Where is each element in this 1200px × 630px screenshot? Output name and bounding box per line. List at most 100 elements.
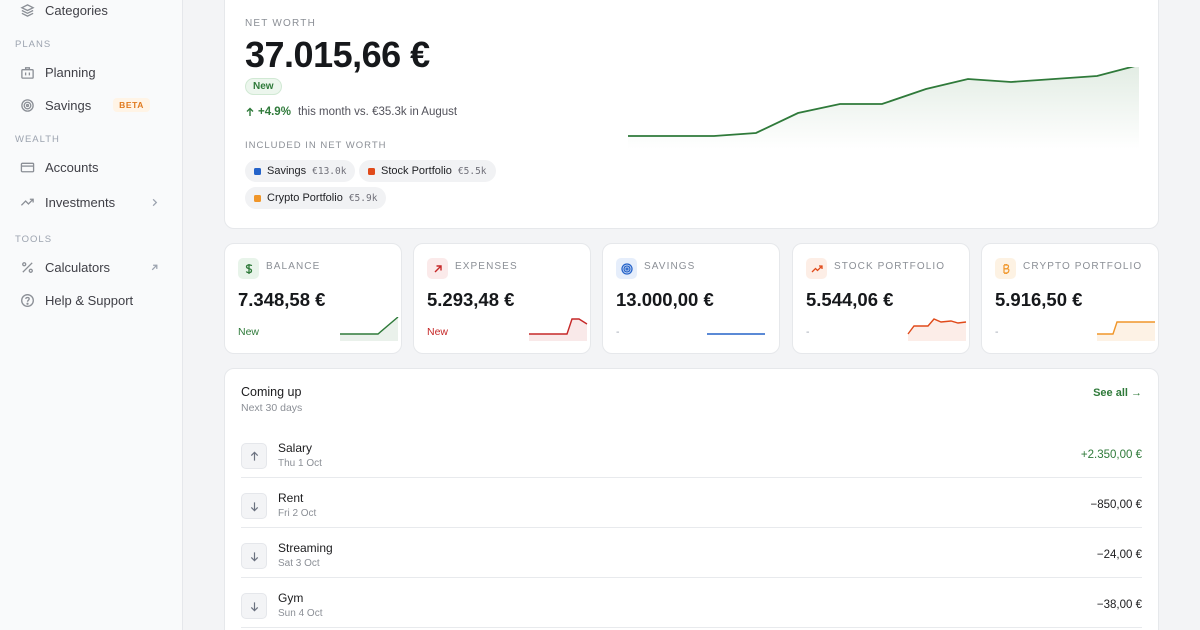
- sidebar-item-planning[interactable]: Planning: [12, 59, 170, 85]
- balance-sparkline: [340, 317, 399, 341]
- chip-stock-portfolio[interactable]: Stock Portfolio €5.5k: [359, 160, 496, 182]
- change-percent-value: +4.9%: [258, 106, 291, 118]
- arrow-up-icon: [241, 443, 267, 469]
- sidebar-item-label: Savings: [45, 97, 92, 113]
- divider: [241, 477, 1142, 478]
- expenses-sparkline: [529, 318, 588, 341]
- color-swatch: [368, 167, 375, 175]
- divider: [241, 627, 1142, 628]
- arrow-down-icon: [241, 543, 267, 569]
- item-name: Salary: [278, 441, 313, 455]
- stat-note: New: [238, 326, 260, 338]
- chip-amount: €5.9k: [348, 192, 378, 204]
- chevron-right-icon[interactable]: [149, 197, 160, 208]
- item-date: Sun 4 Oct: [278, 608, 323, 619]
- list-item[interactable]: Streaming Sat 3 Oct −24,00 €: [241, 539, 1142, 589]
- sidebar-item-label: Planning: [45, 64, 96, 80]
- sidebar-item-categories[interactable]: Categories: [12, 0, 170, 23]
- stat-label: EXPENSES: [455, 261, 518, 272]
- stat-label: CRYPTO PORTFOLIO: [1023, 261, 1143, 272]
- item-name: Streaming: [278, 541, 333, 555]
- list-item[interactable]: Rent Fri 2 Oct −850,00 €: [241, 489, 1142, 539]
- chip-amount: €5.5k: [457, 165, 487, 177]
- stat-value: 5.544,06 €: [806, 289, 894, 310]
- included-label: INCLUDED IN NET WORTH: [245, 140, 387, 151]
- divider: [241, 577, 1142, 578]
- percent-icon: [20, 260, 35, 275]
- stat-value: 5.916,50 €: [995, 289, 1083, 310]
- arrow-up-icon: [246, 107, 254, 116]
- sidebar-item-label: Calculators: [45, 259, 111, 275]
- item-amount: −24,00 €: [1096, 549, 1142, 561]
- stat-card-balance[interactable]: BALANCE 7.348,58 € New: [224, 243, 402, 354]
- stat-card-savings[interactable]: SAVINGS 13.000,00 € -: [602, 243, 780, 354]
- sidebar-item-calculators[interactable]: Calculators: [12, 254, 170, 280]
- stat-card-expenses[interactable]: EXPENSES 5.293,48 € New: [413, 243, 591, 354]
- net-worth-change: +4.9% this month vs. €35.3k in August: [245, 106, 457, 118]
- sidebar-item-label: Help & Support: [45, 292, 134, 308]
- target-icon: [616, 258, 637, 279]
- trending-up-icon: [806, 258, 827, 279]
- sidebar-item-label: Categories: [45, 2, 108, 18]
- chip-name: Savings: [267, 165, 307, 177]
- arrow-down-icon: [241, 493, 267, 519]
- layers-icon: [20, 3, 35, 18]
- stat-label: SAVINGS: [644, 261, 696, 272]
- new-badge: New: [245, 78, 282, 95]
- chip-amount: €13.0k: [312, 165, 347, 177]
- stat-value: 5.293,48 €: [427, 289, 515, 310]
- color-swatch: [254, 194, 261, 202]
- net-worth-line: [628, 67, 1135, 137]
- target-icon: [20, 98, 35, 113]
- chip-name: Crypto Portfolio: [267, 192, 343, 204]
- external-link-icon: [149, 262, 160, 273]
- stat-note: -: [806, 326, 810, 338]
- change-percent: +4.9%: [245, 106, 291, 118]
- stat-label: BALANCE: [266, 261, 321, 272]
- list-item[interactable]: Salary Thu 1 Oct +2.350,00 €: [241, 439, 1142, 489]
- sidebar-item-label: Accounts: [45, 159, 99, 175]
- stat-note: -: [995, 326, 999, 338]
- briefcase-icon: [20, 65, 35, 80]
- stat-card-stock-portfolio[interactable]: STOCK PORTFOLIO 5.544,06 € -: [792, 243, 970, 354]
- sidebar: Categories PLANS Planning Savings BETA W…: [0, 0, 183, 630]
- coming-up-card: Coming up Next 30 days See all → Salary …: [224, 368, 1159, 630]
- chip-name: Stock Portfolio: [381, 165, 452, 177]
- item-amount: +2.350,00 €: [1080, 449, 1142, 461]
- help-circle-icon: [20, 293, 35, 308]
- net-worth-chart: [628, 67, 1139, 149]
- chip-savings[interactable]: Savings €13.0k: [245, 160, 356, 182]
- stat-card-crypto-portfolio[interactable]: CRYPTO PORTFOLIO 5.916,50 € -: [981, 243, 1159, 354]
- stat-label: STOCK PORTFOLIO: [834, 261, 946, 272]
- section-label-wealth: WEALTH: [15, 134, 60, 145]
- sidebar-item-accounts[interactable]: Accounts: [12, 154, 170, 180]
- bitcoin-icon: [995, 258, 1016, 279]
- net-worth-card: NET WORTH 37.015,66 € New +4.9% this mon…: [224, 0, 1159, 229]
- savings-sparkline: [707, 333, 765, 335]
- item-amount: −38,00 €: [1096, 599, 1142, 611]
- dollar-icon: [238, 258, 259, 279]
- see-all-link[interactable]: See all →: [1093, 387, 1142, 399]
- divider: [241, 527, 1142, 528]
- item-date: Fri 2 Oct: [278, 508, 317, 519]
- net-worth-value: 37.015,66 €: [245, 34, 430, 75]
- stock-portfolio-sparkline: [907, 318, 967, 341]
- item-date: Thu 1 Oct: [278, 458, 322, 469]
- sidebar-item-savings[interactable]: Savings BETA: [12, 92, 170, 118]
- coming-up-title: Coming up: [241, 385, 302, 399]
- stat-value: 7.348,58 €: [238, 289, 326, 310]
- sidebar-item-label: Investments: [45, 194, 116, 210]
- item-name: Gym: [278, 591, 304, 605]
- section-label-plans: PLANS: [15, 39, 52, 50]
- coming-up-subtitle: Next 30 days: [241, 402, 303, 414]
- stat-value: 13.000,00 €: [616, 289, 714, 310]
- beta-badge: BETA: [113, 98, 150, 112]
- section-label-tools: TOOLS: [15, 234, 53, 245]
- sidebar-item-investments[interactable]: Investments: [12, 189, 170, 215]
- chip-crypto-portfolio[interactable]: Crypto Portfolio €5.9k: [245, 187, 387, 209]
- color-swatch: [254, 167, 261, 175]
- list-item[interactable]: Gym Sun 4 Oct −38,00 €: [241, 589, 1142, 630]
- net-worth-area: [628, 67, 1139, 149]
- change-text: this month vs. €35.3k in August: [297, 106, 458, 118]
- sidebar-item-help[interactable]: Help & Support: [12, 287, 170, 313]
